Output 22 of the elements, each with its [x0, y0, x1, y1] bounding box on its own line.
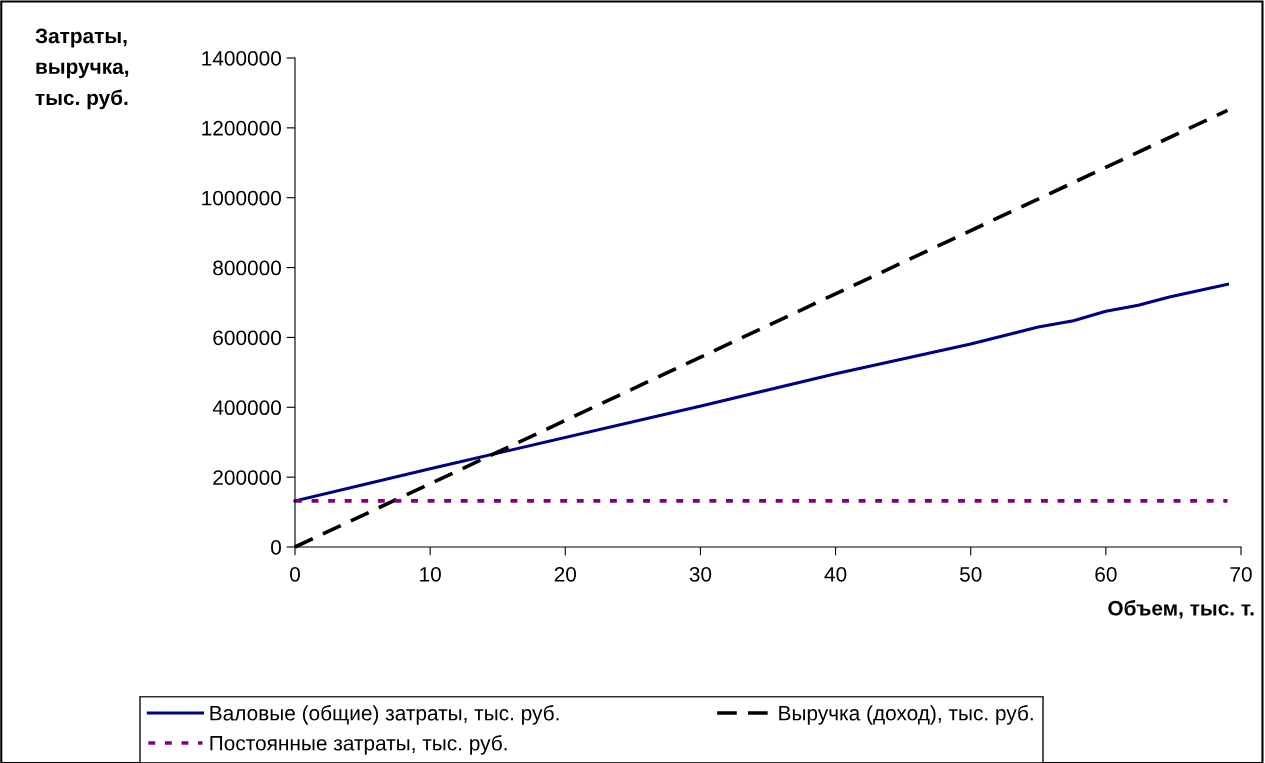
x-tick-label: 30: [689, 566, 712, 582]
x-tick-label: 60: [1095, 566, 1117, 582]
y-tick-label: 400000: [212, 400, 281, 416]
y-tick-label: 0: [271, 540, 281, 555]
x-tick-label: 20: [554, 566, 577, 582]
x-tick-label: 50: [959, 566, 982, 582]
y-tick-label: 800000: [213, 260, 281, 276]
x-tick-label: 70: [1230, 566, 1252, 582]
legend-label: Выручка (доход), тыс. руб.: [779, 705, 1033, 725]
y-axis-title: Затраты, выручка, тыс. руб.: [35, 28, 129, 110]
y-tick-label: 1000000: [202, 190, 281, 206]
x-tick-label: 40: [824, 566, 847, 582]
legend-label: Валовые (общие) затраты, тыс. руб.: [210, 705, 559, 725]
line-series: [293, 282, 1230, 503]
x-tick-label: 10: [420, 566, 441, 582]
y-tick-label: 1400000: [202, 51, 281, 66]
x-axis-title: Объем, тыс. т.: [1108, 600, 1254, 619]
y-tick-label: 200000: [213, 470, 281, 485]
legend-label: Постоянные затраты, тыс. руб.: [210, 735, 507, 755]
x-tick-label: 0: [290, 566, 300, 582]
y-tick-label: 600000: [213, 330, 281, 346]
y-tick-label: 1200000: [202, 120, 281, 136]
